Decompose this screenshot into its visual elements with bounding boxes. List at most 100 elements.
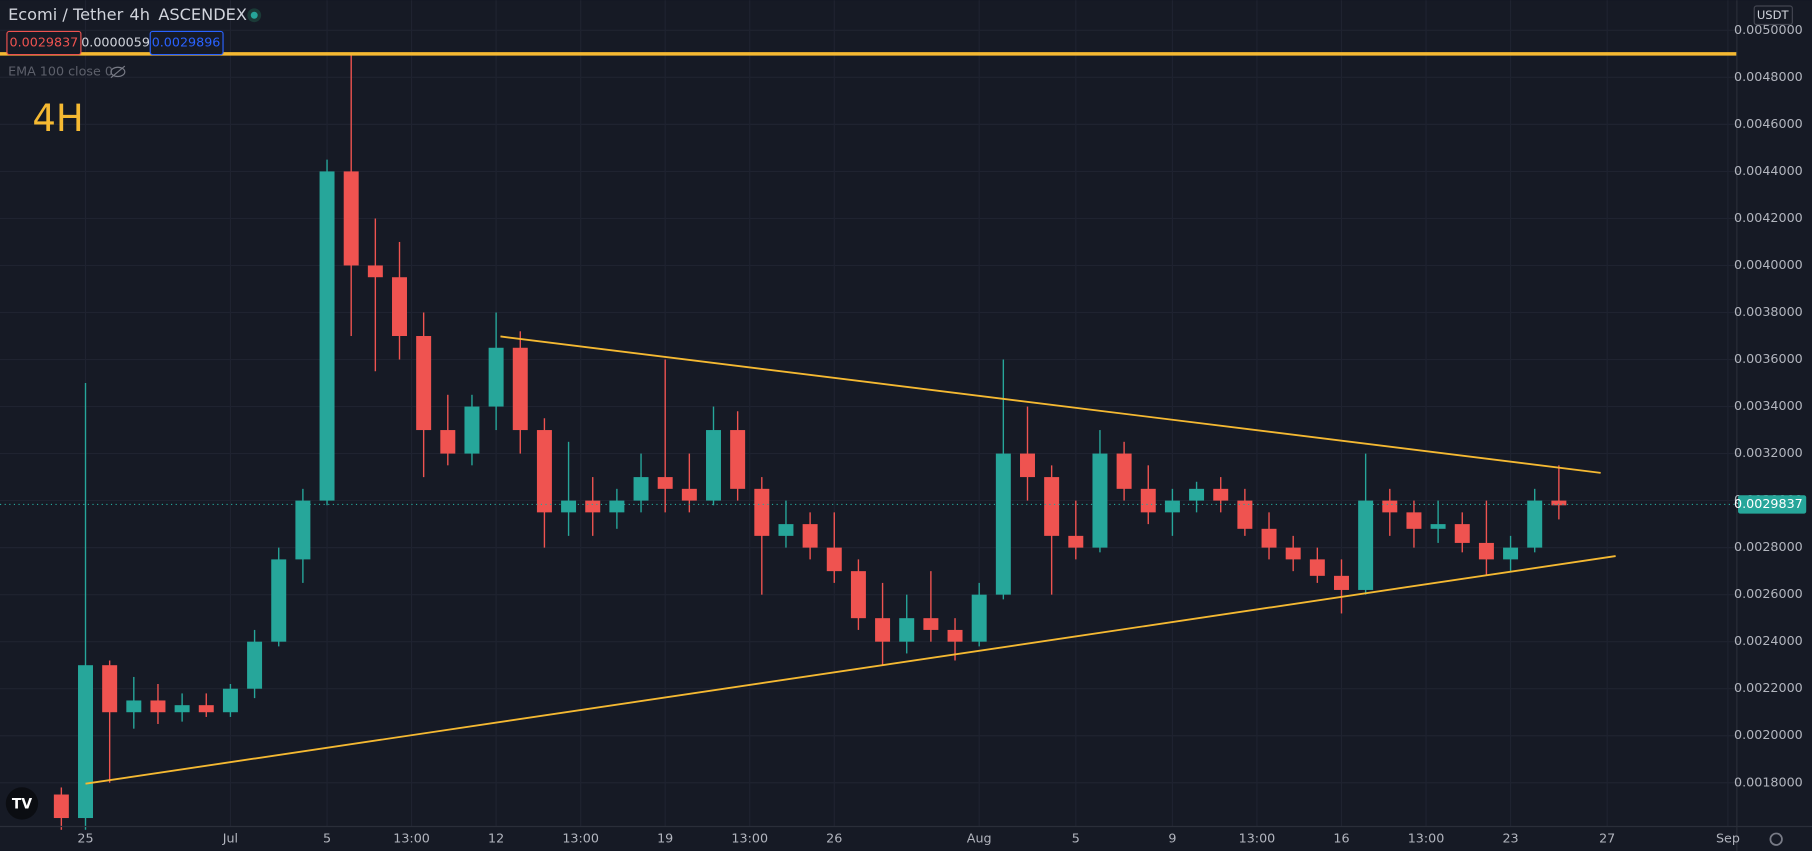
candle-body <box>271 559 287 642</box>
candle-body <box>222 688 238 713</box>
y-tick-label: 0.0040000 <box>1734 257 1803 272</box>
candle-body <box>778 524 794 536</box>
x-tick-label: Aug <box>967 831 992 846</box>
candle-body <box>53 794 69 819</box>
currency-box[interactable] <box>1753 5 1793 26</box>
y-tick-label: 0.0032000 <box>1734 445 1803 460</box>
trendline <box>500 335 1601 474</box>
bid: 0.0029837 <box>10 34 79 49</box>
candle-body <box>609 500 625 513</box>
candle-body <box>1044 477 1060 536</box>
candle-body <box>971 594 987 642</box>
y-tick-label: 0.0042000 <box>1734 210 1803 225</box>
candle-body <box>802 524 818 548</box>
candle-body <box>1020 453 1035 478</box>
y-tick-label: 0.0020000 <box>1734 727 1803 742</box>
candle-body <box>295 500 311 560</box>
candle-body <box>730 430 746 489</box>
ask: 0.0029896 <box>152 34 221 49</box>
candle-body <box>754 488 770 536</box>
settings-icon[interactable] <box>1769 832 1783 846</box>
candle-body <box>681 488 697 501</box>
candle-body <box>1503 547 1519 560</box>
x-tick-label: 13:00 <box>731 831 768 846</box>
candle-body <box>78 665 93 819</box>
x-tick-label: 16 <box>1333 831 1349 846</box>
candle-body <box>1478 542 1494 560</box>
candle-body <box>1213 488 1229 501</box>
candle-body <box>899 618 915 642</box>
candle-body <box>343 171 359 266</box>
x-tick-label: 12 <box>488 831 504 846</box>
candle-body <box>319 171 335 501</box>
spread: 0.0000059 <box>81 34 150 49</box>
trendline <box>85 555 1616 785</box>
hide-icon[interactable] <box>110 65 126 79</box>
candle-body <box>947 629 963 642</box>
x-tick-label: 26 <box>826 831 842 846</box>
y-tick-label: 0.0018000 <box>1734 774 1803 789</box>
exchange[interactable]: ASCENDEX <box>158 5 247 24</box>
y-tick-label: 0.0028000 <box>1734 539 1803 554</box>
indicator[interactable]: EMA 100 close 0 <box>8 63 113 78</box>
candle-body <box>392 277 407 337</box>
candle-body <box>1140 488 1156 513</box>
candle-body <box>247 641 263 689</box>
x-tick-label: 23 <box>1502 831 1518 846</box>
candle-body <box>561 500 577 513</box>
x-tick-label: 5 <box>1072 831 1080 846</box>
last-price-box <box>1738 495 1807 514</box>
x-tick-label: 25 <box>77 831 93 846</box>
x-tick-label: 19 <box>657 831 673 846</box>
interval[interactable]: 4h <box>129 5 150 24</box>
candle-body <box>1068 535 1084 548</box>
y-tick-label: 0.0038000 <box>1734 304 1803 319</box>
candle-body <box>1406 512 1422 529</box>
y-tick-label: 0.0046000 <box>1734 116 1803 131</box>
candle-body <box>1237 500 1253 529</box>
candle-body <box>1092 453 1108 548</box>
y-tick-label: 0.0022000 <box>1734 680 1803 695</box>
x-tick-label: 5 <box>323 831 331 846</box>
candle-body <box>1454 524 1470 543</box>
y-tick-label: 0.0044000 <box>1734 163 1803 178</box>
candle-body <box>102 665 118 713</box>
candle-body <box>440 430 456 454</box>
x-tick-label: 27 <box>1599 831 1615 846</box>
status-dot <box>250 11 258 19</box>
candle-body <box>198 705 214 713</box>
x-tick-label: 9 <box>1168 831 1176 846</box>
x-tick-label: 13:00 <box>562 831 599 846</box>
candle-body <box>1551 500 1567 506</box>
bid-box <box>6 30 82 56</box>
candle-body <box>1261 528 1277 548</box>
candle-body <box>126 700 142 713</box>
candle-body <box>657 477 673 489</box>
y-tick-label: 0.0034000 <box>1734 398 1803 413</box>
candle-body <box>1527 500 1543 548</box>
candle-body <box>706 430 721 501</box>
candle-body <box>585 500 601 513</box>
x-tick-label: 13:00 <box>1408 831 1445 846</box>
x-tick-label: Sep <box>1716 831 1740 846</box>
ask-box <box>149 30 224 56</box>
candle-body <box>174 705 190 713</box>
y-tick-label: 0.0050000 <box>1734 22 1803 37</box>
candle-body <box>995 453 1011 595</box>
candle-body <box>367 265 383 278</box>
candle-body <box>1358 500 1374 590</box>
candle-body <box>923 618 939 630</box>
x-tick-label: 13:00 <box>1239 831 1276 846</box>
logo[interactable]: TV <box>5 787 39 820</box>
candle-body <box>1189 488 1205 501</box>
candle-body <box>150 700 166 713</box>
candle-body <box>536 430 552 513</box>
currency[interactable]: USDT <box>1757 8 1790 22</box>
candle-body <box>1309 559 1325 576</box>
symbol[interactable]: Ecomi / Tether <box>8 5 123 24</box>
candle-body <box>1164 500 1180 513</box>
candle-body <box>875 618 891 642</box>
